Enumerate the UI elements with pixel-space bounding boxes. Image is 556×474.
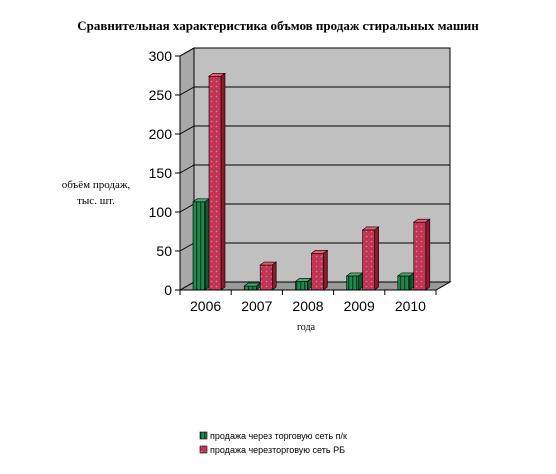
legend-swatch-series-1: [199, 431, 208, 440]
bar: [413, 221, 427, 291]
x-tick-label: 2008: [292, 298, 323, 314]
gridline-diagonal: [179, 164, 195, 174]
x-axis-label: года: [297, 322, 316, 333]
gridline-diagonal: [179, 47, 195, 57]
y-tick-label: 200: [149, 126, 173, 142]
y-tick-label: 150: [149, 165, 173, 181]
gridline-diagonal: [179, 203, 195, 213]
y-tick-label: 300: [149, 48, 173, 64]
gridline-diagonal: [179, 125, 195, 135]
bar-side: [425, 218, 431, 291]
y-tick-label: 100: [149, 204, 173, 220]
y-axis: 0 50 100 150 200 250 300: [149, 48, 180, 298]
bar: [362, 229, 375, 291]
bar-top: [361, 226, 380, 231]
bar: [311, 253, 324, 291]
bar-top: [259, 261, 278, 266]
legend: продажа через торговую сеть п/к продажа …: [199, 431, 347, 455]
bar: [346, 275, 359, 291]
y-tick-label: 50: [156, 243, 172, 259]
bars: [192, 72, 431, 291]
chart-title: Сравнительная характеристика объмов прод…: [77, 18, 479, 33]
gridline-diagonal: [179, 242, 195, 252]
y-tick-label: 250: [149, 87, 173, 103]
legend-label-series-1: продажа через торговую сеть п/к: [210, 431, 347, 441]
x-tick-label: 2009: [344, 298, 375, 314]
y-tick-label: 0: [164, 282, 172, 298]
bar-side: [220, 72, 226, 291]
bar: [192, 201, 206, 291]
legend-label-series-2: продажа черезторговую сеть РБ: [210, 445, 345, 455]
bar: [295, 281, 308, 291]
bar: [208, 75, 222, 291]
gridline-diagonal: [179, 86, 195, 96]
x-tick-label: 2007: [241, 298, 272, 314]
x-axis: 2006 2007 2008 2009 2010: [179, 289, 437, 314]
bar-side: [204, 198, 210, 291]
y-axis-label-line1: объём продаж,: [62, 179, 131, 191]
bar: [259, 264, 273, 291]
bar-side: [271, 261, 277, 291]
bar-side: [323, 249, 328, 291]
bar: [243, 285, 257, 291]
x-tick-label: 2010: [395, 298, 426, 314]
bar-top: [310, 250, 329, 254]
gridlines: [179, 47, 450, 252]
bar-side: [374, 226, 379, 291]
bar-top: [208, 72, 226, 77]
bar-top: [412, 218, 431, 223]
legend-swatch-series-2: [199, 445, 208, 454]
y-axis-label-line2: тыс. шт.: [77, 195, 115, 207]
x-tick-label: 2006: [190, 298, 221, 314]
bar: [397, 275, 411, 291]
